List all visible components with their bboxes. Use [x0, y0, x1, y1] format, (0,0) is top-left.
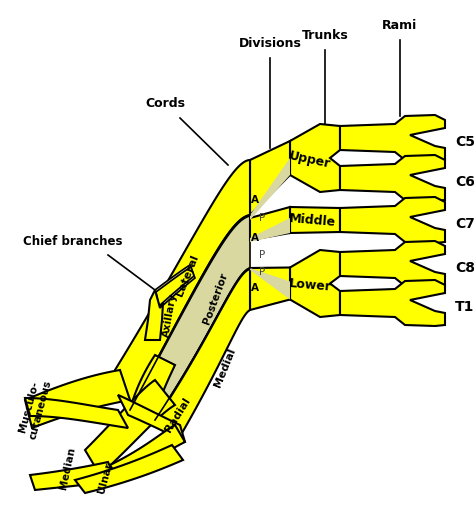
Text: Chief branches: Chief branches: [23, 235, 123, 248]
Text: T1: T1: [455, 300, 474, 314]
Polygon shape: [250, 268, 290, 310]
Text: Middle: Middle: [289, 212, 337, 229]
Polygon shape: [25, 370, 130, 428]
Text: A: A: [251, 283, 259, 293]
Polygon shape: [250, 268, 290, 300]
Polygon shape: [155, 269, 250, 445]
Polygon shape: [75, 445, 183, 493]
Text: Lower: Lower: [288, 277, 332, 294]
Polygon shape: [290, 250, 340, 317]
Text: Cords: Cords: [145, 97, 185, 110]
Polygon shape: [250, 207, 290, 240]
Text: Musculo-
cutaneous: Musculo- cutaneous: [17, 376, 54, 440]
Polygon shape: [340, 280, 445, 326]
Polygon shape: [155, 265, 195, 308]
Polygon shape: [290, 207, 340, 233]
Polygon shape: [130, 216, 250, 420]
Text: Axillary: Axillary: [161, 292, 179, 338]
Text: Trunks: Trunks: [301, 29, 348, 42]
Polygon shape: [110, 425, 185, 478]
Text: C8: C8: [455, 261, 474, 275]
Polygon shape: [156, 267, 194, 306]
Polygon shape: [340, 155, 445, 201]
Polygon shape: [118, 395, 185, 442]
Polygon shape: [115, 160, 250, 410]
Polygon shape: [340, 241, 445, 287]
Polygon shape: [25, 398, 128, 428]
Polygon shape: [130, 355, 175, 420]
Polygon shape: [340, 197, 445, 243]
Text: A: A: [251, 233, 259, 243]
Polygon shape: [250, 141, 290, 215]
Text: Ulnar: Ulnar: [96, 461, 114, 495]
Polygon shape: [85, 380, 175, 475]
Text: Median: Median: [59, 446, 77, 490]
Polygon shape: [145, 290, 163, 340]
Text: P: P: [259, 213, 265, 223]
Text: Rami: Rami: [383, 19, 418, 32]
Text: Medial: Medial: [213, 347, 237, 389]
Text: C6: C6: [455, 175, 474, 189]
Text: Radial: Radial: [164, 396, 192, 434]
Polygon shape: [290, 124, 340, 192]
Text: Upper: Upper: [288, 149, 332, 171]
Text: Divisions: Divisions: [238, 37, 301, 50]
Text: Lateral: Lateral: [174, 253, 200, 297]
Polygon shape: [250, 218, 290, 242]
Text: A: A: [251, 195, 259, 205]
Text: C7: C7: [455, 217, 474, 231]
Polygon shape: [250, 158, 290, 220]
Text: P: P: [259, 250, 265, 260]
Text: C5: C5: [455, 135, 474, 149]
Text: Posterior: Posterior: [201, 271, 229, 325]
Text: P: P: [259, 267, 265, 277]
Polygon shape: [340, 115, 445, 161]
Polygon shape: [30, 462, 116, 490]
